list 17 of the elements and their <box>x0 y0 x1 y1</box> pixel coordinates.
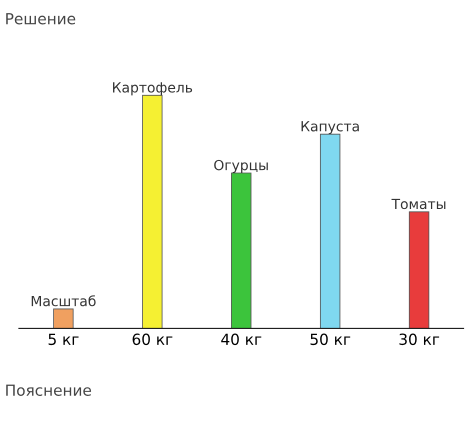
data-label: 40 кг <box>221 334 262 346</box>
x-tick-label: Томаты <box>392 198 446 210</box>
data-label: 50 кг <box>310 334 350 346</box>
x-tick-label: Масштаб <box>32 295 96 306</box>
x-tick-label: Капуста <box>302 121 359 134</box>
x-tick-label: Огурцы <box>214 160 268 174</box>
data-label: 5 кг <box>48 334 79 346</box>
text: Пояснение <box>6 384 92 396</box>
bar <box>142 94 163 328</box>
bar <box>53 308 74 328</box>
bar <box>231 172 252 328</box>
data-label: 30 кг <box>399 334 440 346</box>
x-tick-label: Картофель <box>113 82 192 96</box>
bar <box>320 134 340 328</box>
chart-title: Решение <box>6 13 76 24</box>
data-label: 60 кг <box>132 334 172 346</box>
bar <box>408 211 430 328</box>
